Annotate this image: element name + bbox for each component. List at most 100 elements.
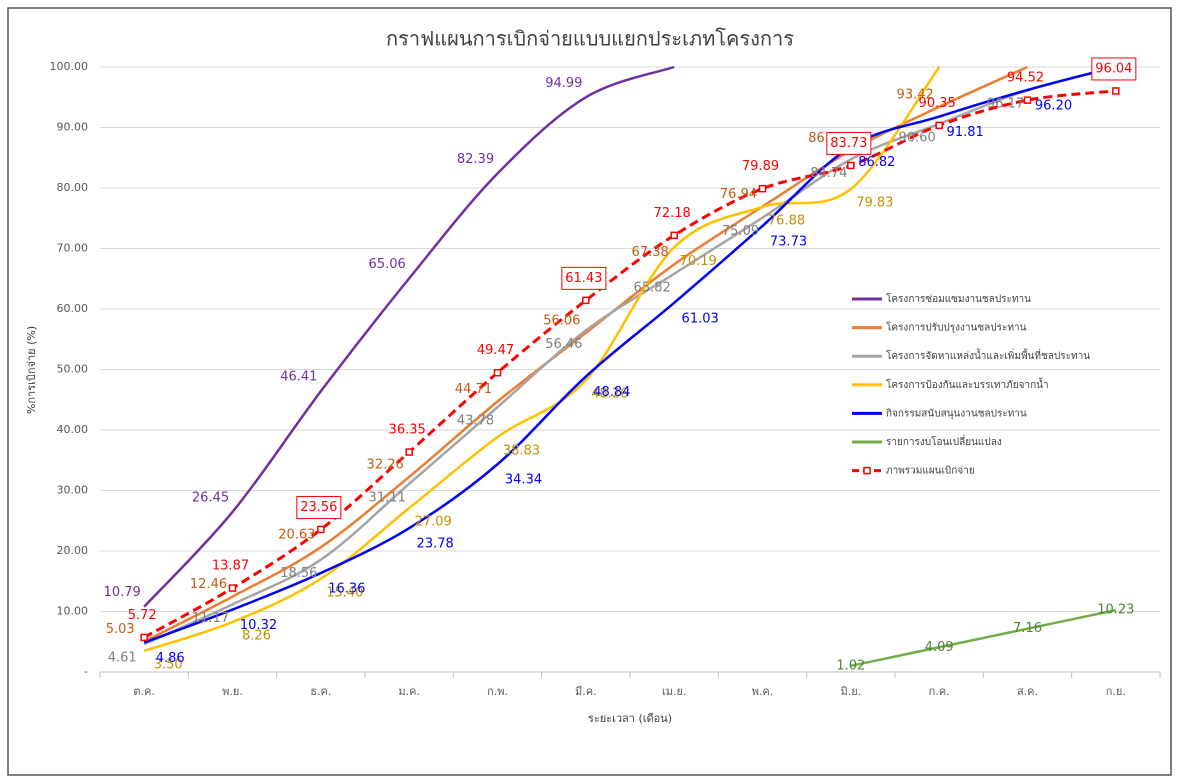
data-label: 90.60 xyxy=(899,130,936,145)
data-label: 96.04 xyxy=(1095,61,1132,76)
data-label: 31.11 xyxy=(369,490,406,505)
data-label: 18.56 xyxy=(280,566,317,581)
label-box xyxy=(1091,57,1137,81)
x-tick-label: ธ.ค. xyxy=(310,685,331,698)
legend-label: ภาพรวมแผนเบิกจ่าย xyxy=(886,466,975,477)
legend-marker xyxy=(863,466,871,475)
data-label: 32.26 xyxy=(367,457,404,472)
data-label: 56.46 xyxy=(545,337,582,352)
data-label: 79.83 xyxy=(856,196,893,211)
data-label: 23.78 xyxy=(417,537,454,552)
data-label: 13.87 xyxy=(212,559,249,574)
data-label: 70.19 xyxy=(680,254,717,269)
y-tick-label: 100.00 xyxy=(50,60,89,73)
data-label: 5.03 xyxy=(106,622,135,637)
point-marker xyxy=(493,368,502,377)
data-label: 43.78 xyxy=(457,414,494,429)
data-label: 75.09 xyxy=(722,224,759,239)
y-tick-label: - xyxy=(84,665,88,678)
data-label: 90.35 xyxy=(919,96,956,111)
data-label: 10.32 xyxy=(240,618,277,633)
data-label: 4.61 xyxy=(108,651,137,666)
data-label: 76.94 xyxy=(720,187,757,202)
data-label: 84.74 xyxy=(810,166,847,181)
data-label: 10.23 xyxy=(1097,603,1134,618)
data-label: 79.89 xyxy=(742,159,779,174)
y-tick-label: 90.00 xyxy=(57,121,89,134)
point-marker xyxy=(140,633,148,642)
legend-label: โครงการซ่อมแซมงานชลประทาน xyxy=(886,292,1031,305)
data-label: 4.86 xyxy=(156,651,185,666)
x-tick-label: ม.ค. xyxy=(398,685,420,698)
x-tick-label: ส.ค. xyxy=(1017,685,1038,698)
point-marker xyxy=(405,448,413,456)
data-label: 94.52 xyxy=(1007,71,1044,86)
point-marker xyxy=(758,184,767,193)
legend-label: โครงการป้องกันและบรรเทาภัยจากน้ำ xyxy=(886,377,1049,391)
data-label: 82.39 xyxy=(457,152,494,167)
data-label: 61.03 xyxy=(682,311,719,326)
data-label: 56.06 xyxy=(543,313,580,328)
data-label: 12.46 xyxy=(190,577,227,592)
legend-label: โครงการปรับปรุงงานชลประทาน xyxy=(886,321,1027,334)
data-label: 49.47 xyxy=(477,343,514,358)
y-tick-label: 50.00 xyxy=(57,363,89,376)
data-label: 96.20 xyxy=(1035,98,1072,113)
x-tick-label: มี.ค. xyxy=(575,685,597,698)
x-tick-label: ก.ค. xyxy=(929,685,950,698)
data-label: 26.45 xyxy=(192,490,229,505)
data-label: 46.41 xyxy=(280,370,317,385)
y-axis-label: %การเบิกจ่าย (%) xyxy=(25,326,38,414)
data-label: 8.26 xyxy=(242,629,271,644)
data-label: 11.17 xyxy=(192,611,229,626)
y-tick-label: 60.00 xyxy=(57,302,89,315)
x-axis-label: ระยะเวลา (เดือน) xyxy=(588,712,672,725)
chart-title: กราฟแผนการเบิกจ่ายแบบแยกประเภทโครงการ xyxy=(386,27,794,51)
series-line xyxy=(143,65,675,608)
data-label: 1.02 xyxy=(836,658,865,673)
point-marker xyxy=(1023,96,1032,104)
point-marker xyxy=(582,296,590,305)
data-label: 3.50 xyxy=(154,657,183,672)
label-box xyxy=(561,266,607,290)
point-marker xyxy=(670,231,678,240)
point-marker xyxy=(317,525,325,534)
data-label: 36.35 xyxy=(389,423,426,438)
data-label: 93.42 xyxy=(897,87,934,102)
data-label: 72.18 xyxy=(654,206,691,221)
point-marker xyxy=(228,584,237,592)
data-label: 5.72 xyxy=(128,608,157,623)
x-tick-label: พ.ย. xyxy=(222,685,243,698)
data-label: 4.09 xyxy=(925,640,954,655)
y-tick-label: 30.00 xyxy=(57,484,89,497)
legend-label: โครงการจัดหาแหล่งน้ำและเพิ่มพื้นที่ชลประ… xyxy=(886,348,1090,362)
data-label: 38.83 xyxy=(503,444,540,459)
data-label: 20.63 xyxy=(278,528,315,543)
data-label: 86.82 xyxy=(858,155,895,170)
point-marker xyxy=(1112,87,1120,95)
data-label: 96.17 xyxy=(987,97,1024,112)
data-label: 10.79 xyxy=(104,585,141,600)
x-tick-label: ก.พ. xyxy=(487,685,508,698)
legend-label: รายการงบโอนเปลี่ยนแปลง xyxy=(886,434,1002,448)
data-label: 44.71 xyxy=(455,382,492,397)
data-label: 94.99 xyxy=(545,76,582,91)
data-label: 34.34 xyxy=(505,473,542,488)
data-label: 48.84 xyxy=(593,385,630,400)
legend-label: กิจกรรมสนับสนุนงานชลประทาน xyxy=(886,408,1027,419)
x-tick-label: มิ.ย. xyxy=(840,685,861,698)
data-label: 91.81 xyxy=(947,125,984,140)
data-label: 65.82 xyxy=(634,280,671,295)
data-label: 76.88 xyxy=(768,213,805,228)
data-label: 16.36 xyxy=(328,582,365,597)
data-label: 23.56 xyxy=(300,500,337,515)
data-label: 65.06 xyxy=(369,257,406,272)
series-line xyxy=(143,65,1117,644)
data-label: 7.16 xyxy=(1013,621,1042,636)
point-marker xyxy=(935,121,943,130)
point-marker xyxy=(847,161,855,170)
y-tick-label: 70.00 xyxy=(57,242,89,255)
data-label: 67.38 xyxy=(632,245,669,260)
series-line xyxy=(850,608,1117,668)
